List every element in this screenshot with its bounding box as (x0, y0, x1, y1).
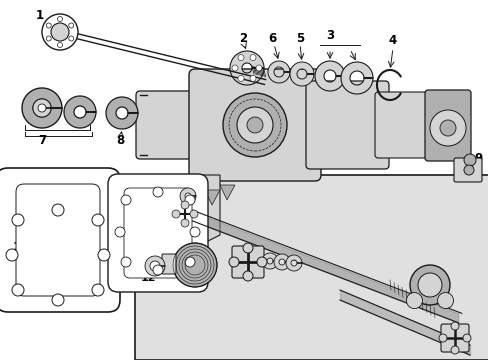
Text: 7: 7 (38, 134, 46, 147)
FancyBboxPatch shape (16, 184, 100, 296)
Circle shape (237, 107, 272, 143)
Circle shape (52, 294, 64, 306)
Circle shape (249, 55, 256, 60)
Circle shape (238, 55, 244, 60)
Circle shape (92, 214, 104, 226)
Circle shape (450, 322, 458, 330)
Circle shape (429, 110, 465, 146)
Polygon shape (285, 255, 302, 271)
Circle shape (190, 210, 198, 218)
Polygon shape (273, 254, 289, 270)
Polygon shape (289, 62, 313, 86)
Text: 3: 3 (325, 28, 333, 41)
Polygon shape (220, 185, 235, 200)
FancyBboxPatch shape (305, 81, 388, 169)
Circle shape (153, 187, 163, 197)
Circle shape (463, 154, 475, 166)
Circle shape (409, 265, 449, 305)
Circle shape (190, 227, 200, 237)
Polygon shape (33, 99, 51, 117)
Polygon shape (106, 97, 138, 129)
Circle shape (439, 120, 455, 136)
FancyBboxPatch shape (162, 254, 176, 274)
Circle shape (463, 165, 473, 175)
Polygon shape (204, 190, 220, 205)
Circle shape (231, 65, 238, 71)
Circle shape (406, 293, 422, 309)
Polygon shape (267, 61, 289, 83)
Circle shape (243, 243, 252, 253)
Circle shape (172, 210, 180, 218)
Text: 2: 2 (239, 32, 246, 45)
Circle shape (92, 284, 104, 296)
Circle shape (98, 249, 110, 261)
FancyBboxPatch shape (374, 92, 435, 158)
Circle shape (243, 271, 252, 281)
Text: 5: 5 (295, 32, 304, 45)
Polygon shape (22, 88, 62, 128)
Text: 1: 1 (36, 9, 44, 22)
Circle shape (181, 201, 189, 209)
Text: 10: 10 (12, 242, 28, 252)
Circle shape (238, 75, 244, 81)
Polygon shape (64, 96, 96, 128)
Circle shape (46, 36, 51, 41)
Circle shape (12, 214, 24, 226)
FancyBboxPatch shape (453, 158, 481, 182)
Polygon shape (314, 61, 345, 91)
Text: 6: 6 (267, 32, 276, 45)
Circle shape (173, 243, 217, 287)
FancyBboxPatch shape (136, 91, 203, 159)
Polygon shape (262, 253, 278, 269)
Circle shape (257, 257, 266, 267)
Circle shape (58, 17, 62, 22)
Text: 8: 8 (116, 134, 124, 147)
Circle shape (438, 334, 446, 342)
Circle shape (153, 265, 163, 275)
FancyBboxPatch shape (440, 324, 468, 352)
Polygon shape (340, 62, 372, 94)
FancyBboxPatch shape (189, 69, 320, 181)
Circle shape (228, 257, 239, 267)
Circle shape (69, 23, 74, 28)
Text: 9: 9 (474, 152, 482, 165)
Circle shape (249, 75, 256, 81)
Circle shape (121, 257, 131, 267)
Circle shape (450, 346, 458, 354)
Polygon shape (229, 51, 264, 85)
FancyBboxPatch shape (231, 246, 264, 278)
Text: 12: 12 (140, 273, 156, 283)
FancyBboxPatch shape (108, 174, 207, 292)
Circle shape (121, 195, 131, 205)
Circle shape (58, 42, 62, 48)
Circle shape (437, 293, 453, 309)
Circle shape (184, 257, 195, 267)
Circle shape (181, 219, 189, 227)
Circle shape (417, 273, 441, 297)
Circle shape (256, 65, 262, 71)
Polygon shape (175, 175, 220, 245)
FancyBboxPatch shape (424, 90, 470, 161)
Bar (135, 175, 488, 360)
FancyBboxPatch shape (124, 188, 192, 278)
Circle shape (184, 195, 195, 205)
Polygon shape (180, 188, 196, 204)
Circle shape (42, 14, 78, 50)
FancyBboxPatch shape (0, 168, 120, 312)
Circle shape (223, 93, 286, 157)
Circle shape (115, 227, 125, 237)
Circle shape (69, 36, 74, 41)
Polygon shape (145, 256, 164, 276)
Text: 11: 11 (132, 220, 147, 230)
Circle shape (12, 284, 24, 296)
Circle shape (462, 334, 470, 342)
Circle shape (246, 117, 263, 133)
Circle shape (51, 23, 69, 41)
Text: 4: 4 (388, 33, 396, 46)
Circle shape (6, 249, 18, 261)
Circle shape (52, 204, 64, 216)
Circle shape (46, 23, 51, 28)
